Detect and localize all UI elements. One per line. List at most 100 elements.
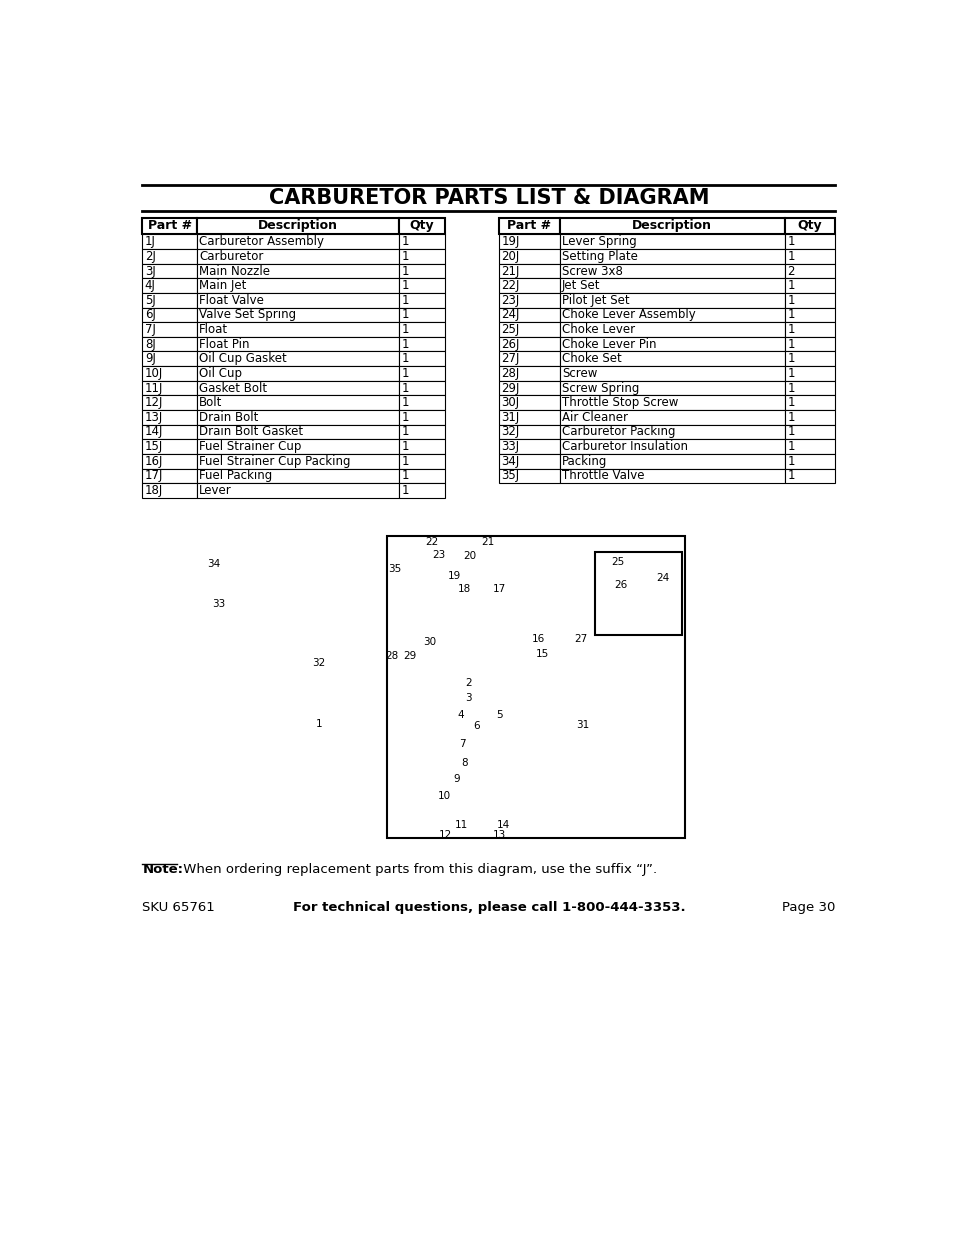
Bar: [498, 352, 559, 366]
Text: 34J: 34J: [500, 454, 519, 468]
Text: 21: 21: [481, 537, 495, 547]
Text: Fuel Packing: Fuel Packing: [199, 469, 273, 483]
Bar: [559, 249, 784, 264]
Text: Choke Lever Assembly: Choke Lever Assembly: [561, 309, 695, 321]
Bar: [784, 249, 835, 264]
Text: 1: 1: [786, 425, 794, 438]
Text: Setting Plate: Setting Plate: [561, 249, 637, 263]
Bar: [142, 278, 196, 293]
Text: 17J: 17J: [145, 469, 163, 483]
Text: 1: 1: [786, 235, 794, 248]
Bar: [196, 308, 399, 322]
Text: Note:: Note:: [142, 863, 183, 876]
Bar: [196, 278, 399, 293]
Bar: [559, 366, 784, 380]
Bar: [399, 440, 444, 454]
Text: Screw: Screw: [561, 367, 597, 380]
Text: 18J: 18J: [145, 484, 163, 496]
Bar: [399, 293, 444, 308]
Bar: [196, 454, 399, 468]
Bar: [399, 322, 444, 337]
Bar: [559, 293, 784, 308]
Bar: [784, 352, 835, 366]
Bar: [559, 308, 784, 322]
Bar: [595, 552, 681, 635]
Text: 2J: 2J: [145, 249, 155, 263]
Text: Carburetor Assembly: Carburetor Assembly: [199, 235, 324, 248]
Bar: [784, 366, 835, 380]
Text: 9: 9: [454, 774, 460, 784]
Bar: [784, 425, 835, 440]
Bar: [142, 352, 196, 366]
Text: 17: 17: [493, 584, 506, 594]
Text: When ordering replacement parts from this diagram, use the suffix “J”.: When ordering replacement parts from thi…: [179, 863, 657, 876]
Bar: [784, 217, 835, 235]
Text: 2: 2: [786, 264, 794, 278]
Text: 11: 11: [454, 820, 467, 830]
Text: 1: 1: [401, 396, 409, 409]
Bar: [142, 337, 196, 352]
Bar: [559, 352, 784, 366]
Text: 35J: 35J: [500, 469, 518, 483]
Bar: [399, 337, 444, 352]
Text: 1: 1: [786, 454, 794, 468]
Bar: [559, 380, 784, 395]
Text: 27: 27: [574, 634, 587, 643]
Bar: [559, 454, 784, 468]
Bar: [498, 425, 559, 440]
Bar: [142, 249, 196, 264]
Bar: [498, 235, 559, 249]
Bar: [399, 380, 444, 395]
Bar: [784, 454, 835, 468]
Text: Float Valve: Float Valve: [199, 294, 264, 306]
Text: Jet Set: Jet Set: [561, 279, 599, 293]
Text: Air Cleaner: Air Cleaner: [561, 411, 627, 424]
Text: 1: 1: [786, 294, 794, 306]
Bar: [196, 293, 399, 308]
Text: 1: 1: [401, 411, 409, 424]
Text: 34: 34: [207, 559, 220, 569]
Text: Carburetor Insulation: Carburetor Insulation: [561, 440, 687, 453]
Bar: [142, 410, 196, 425]
Bar: [498, 395, 559, 410]
Bar: [196, 235, 399, 249]
Text: 1: 1: [786, 309, 794, 321]
Text: 1: 1: [401, 309, 409, 321]
Bar: [196, 380, 399, 395]
Bar: [498, 440, 559, 454]
Text: 1: 1: [786, 352, 794, 366]
Text: 22: 22: [425, 537, 438, 547]
Bar: [142, 425, 196, 440]
Text: 33J: 33J: [500, 440, 518, 453]
Text: 20J: 20J: [500, 249, 519, 263]
Text: 18: 18: [457, 584, 470, 594]
Text: 1: 1: [401, 367, 409, 380]
Text: 7: 7: [458, 740, 465, 750]
Text: 31J: 31J: [500, 411, 519, 424]
Text: Lever Spring: Lever Spring: [561, 235, 636, 248]
Text: 1: 1: [786, 337, 794, 351]
Bar: [399, 454, 444, 468]
Text: 4: 4: [457, 710, 464, 720]
Bar: [784, 322, 835, 337]
Text: 14J: 14J: [145, 425, 163, 438]
Text: 1: 1: [786, 469, 794, 483]
Text: Lever: Lever: [199, 484, 232, 496]
Bar: [559, 235, 784, 249]
Text: 1: 1: [786, 249, 794, 263]
Text: 21J: 21J: [500, 264, 519, 278]
Text: Throttle Stop Screw: Throttle Stop Screw: [561, 396, 678, 409]
Text: 1: 1: [401, 294, 409, 306]
Text: Page 30: Page 30: [781, 902, 835, 914]
Text: 16J: 16J: [145, 454, 163, 468]
Bar: [142, 322, 196, 337]
Bar: [559, 217, 784, 235]
Bar: [142, 454, 196, 468]
Bar: [399, 483, 444, 498]
Bar: [142, 217, 196, 235]
Text: CARBURETOR PARTS LIST & DIAGRAM: CARBURETOR PARTS LIST & DIAGRAM: [269, 188, 708, 209]
Text: Float Pin: Float Pin: [199, 337, 250, 351]
Text: 5J: 5J: [145, 294, 155, 306]
Text: 1: 1: [786, 367, 794, 380]
Bar: [784, 293, 835, 308]
